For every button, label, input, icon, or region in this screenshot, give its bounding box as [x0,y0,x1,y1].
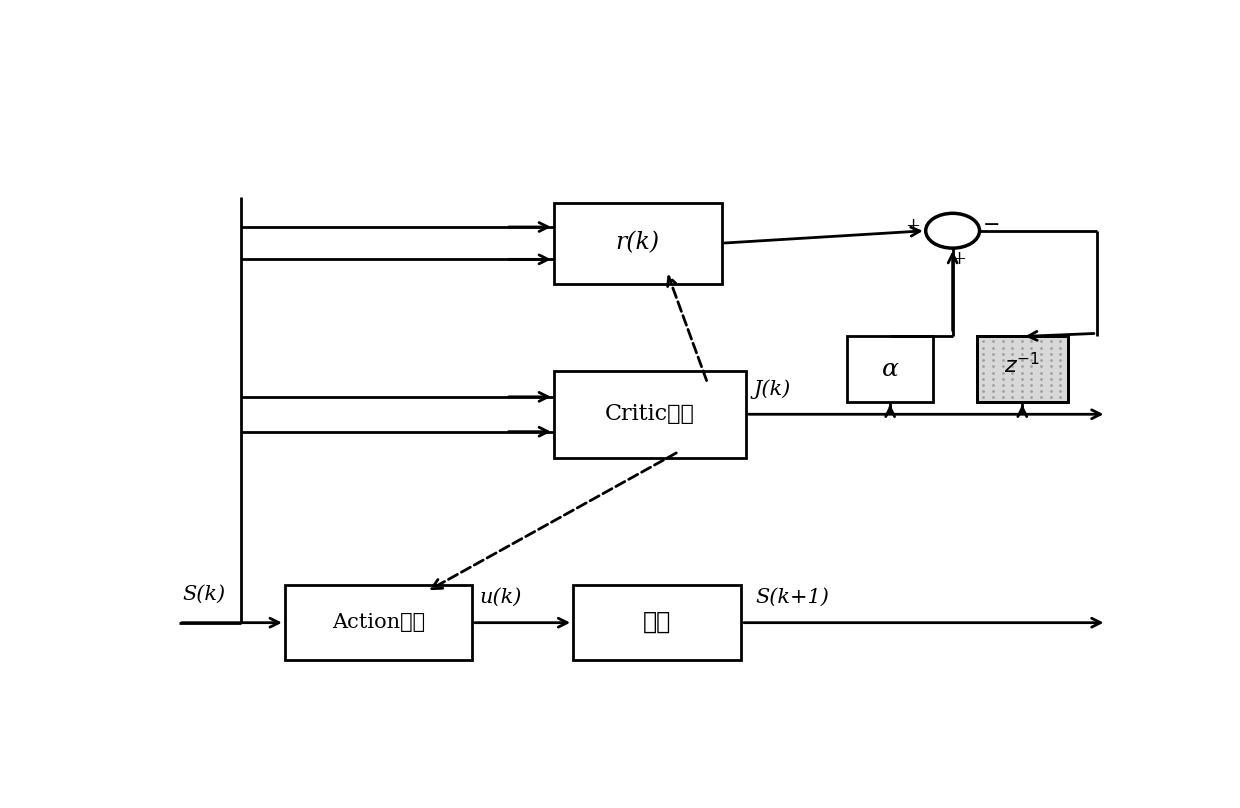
FancyBboxPatch shape [573,585,742,660]
FancyBboxPatch shape [554,203,722,284]
Text: α: α [882,358,899,381]
Text: 系统: 系统 [644,611,671,634]
Text: u(k): u(k) [480,587,522,607]
FancyBboxPatch shape [285,585,472,660]
Text: r(k): r(k) [616,232,660,255]
FancyBboxPatch shape [554,371,746,458]
Text: −: − [983,217,1001,235]
Text: Critic网络: Critic网络 [605,403,694,425]
Circle shape [926,213,980,248]
FancyBboxPatch shape [847,336,934,402]
Text: +: + [951,250,966,268]
Text: Action网络: Action网络 [332,613,425,632]
Text: S(k+1): S(k+1) [755,587,830,607]
FancyBboxPatch shape [977,336,1068,402]
Text: +: + [905,217,920,235]
Text: S(k): S(k) [182,585,224,604]
Text: J(k): J(k) [754,380,791,399]
Text: $z^{-1}$: $z^{-1}$ [1004,353,1040,378]
